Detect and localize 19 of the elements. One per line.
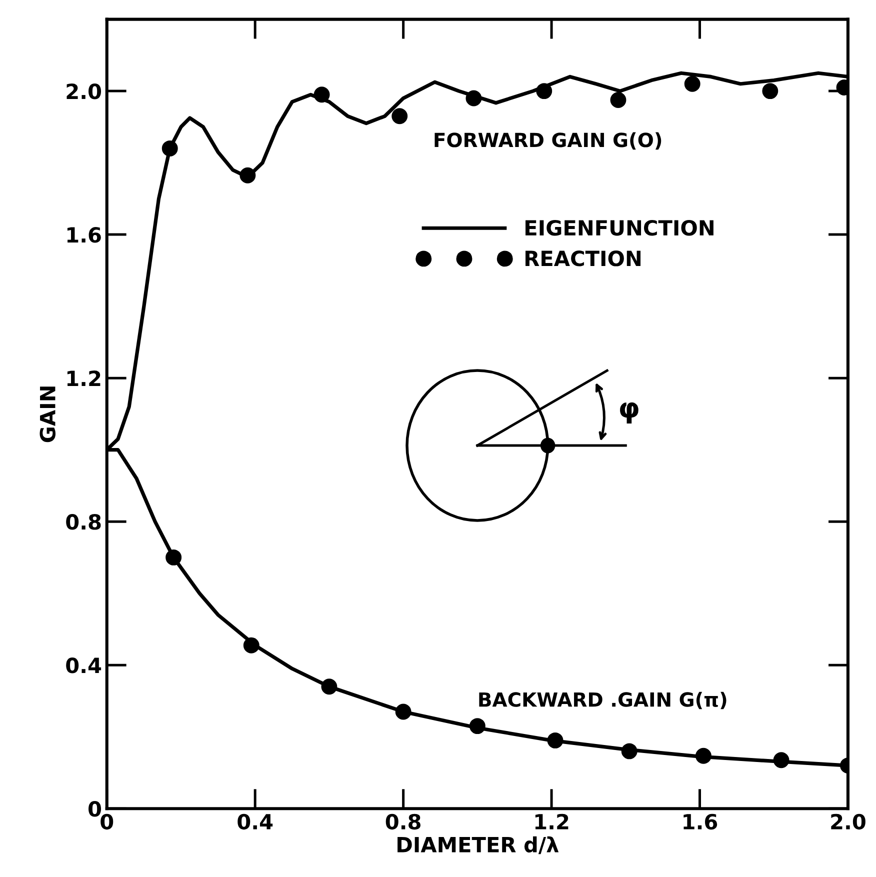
y-tick-label: 0: [88, 801, 102, 817]
y-tick-label: 1.6: [67, 227, 101, 243]
legend-label: EIGENFUNCTION: [526, 220, 714, 236]
y-tick-label: 2.0: [66, 84, 102, 100]
legend-label: REACTION: [526, 250, 640, 266]
x-axis-title: DIAMETER d/λ: [398, 836, 559, 854]
x-tick-label: 1.2: [535, 814, 568, 830]
y-tick-label: 0.8: [66, 514, 101, 530]
annotation: BACKWARD .GAIN G(π): [479, 692, 726, 710]
y-axis-title: GAIN: [40, 386, 56, 442]
x-tick-label: 2.0: [831, 814, 866, 830]
y-tick-label: 0.4: [66, 658, 102, 674]
annotation: φ: [620, 402, 638, 424]
x-tick-label: 0.8: [386, 814, 420, 830]
x-tick-label: 1.6: [684, 814, 718, 830]
annotation: FORWARD GAIN G(O): [434, 132, 662, 150]
x-tick-label: 0: [100, 814, 114, 830]
y-tick-label: 1.2: [67, 370, 100, 386]
x-tick-label: 0.4: [238, 814, 273, 830]
